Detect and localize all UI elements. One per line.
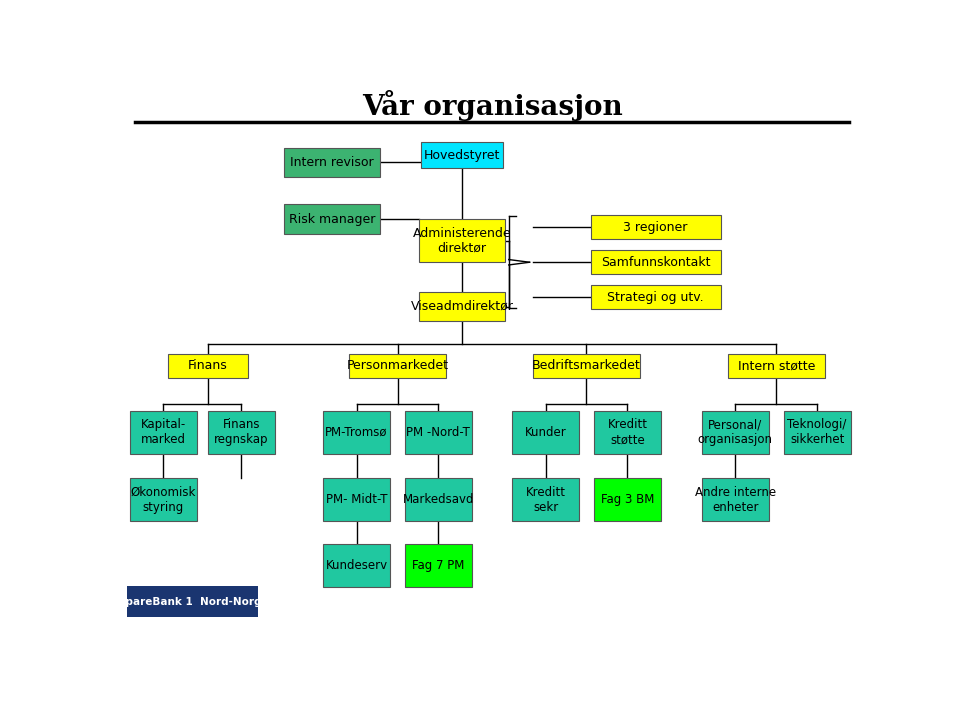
FancyBboxPatch shape xyxy=(324,544,390,587)
FancyBboxPatch shape xyxy=(594,411,660,454)
FancyBboxPatch shape xyxy=(324,478,390,522)
FancyBboxPatch shape xyxy=(324,411,390,454)
FancyBboxPatch shape xyxy=(702,411,769,454)
FancyBboxPatch shape xyxy=(421,142,503,168)
Text: Kundeserv: Kundeserv xyxy=(325,559,388,572)
Text: Markedsavd: Markedsavd xyxy=(402,494,474,506)
Text: Finans
regnskap: Finans regnskap xyxy=(214,418,269,447)
Text: PM-Tromsø: PM-Tromsø xyxy=(325,426,388,439)
Text: PM -Nord-T: PM -Nord-T xyxy=(406,426,470,439)
Text: Vår organisasjon: Vår organisasjon xyxy=(362,90,622,121)
Text: Kreditt
sekr: Kreditt sekr xyxy=(525,486,565,514)
Text: Andre interne
enheter: Andre interne enheter xyxy=(695,486,776,514)
Text: Intern støtte: Intern støtte xyxy=(737,360,815,372)
FancyBboxPatch shape xyxy=(168,354,248,378)
Text: Intern revisor: Intern revisor xyxy=(290,156,373,169)
Text: Administerende
direktør: Administerende direktør xyxy=(413,226,512,254)
FancyBboxPatch shape xyxy=(405,544,472,587)
FancyBboxPatch shape xyxy=(349,354,445,378)
FancyBboxPatch shape xyxy=(283,204,380,234)
Text: 3 regioner: 3 regioner xyxy=(623,221,688,233)
Text: Økonomisk
styring: Økonomisk styring xyxy=(131,486,196,514)
FancyBboxPatch shape xyxy=(590,215,721,239)
Text: PM- Midt-T: PM- Midt-T xyxy=(325,494,387,506)
FancyBboxPatch shape xyxy=(283,147,380,177)
FancyBboxPatch shape xyxy=(512,411,579,454)
FancyBboxPatch shape xyxy=(728,354,825,378)
Text: Samfunnskontakt: Samfunnskontakt xyxy=(601,256,710,268)
FancyBboxPatch shape xyxy=(590,250,721,274)
FancyBboxPatch shape xyxy=(783,411,851,454)
FancyBboxPatch shape xyxy=(534,354,639,378)
Text: Fag 7 PM: Fag 7 PM xyxy=(412,559,465,572)
FancyBboxPatch shape xyxy=(405,478,472,522)
Text: Bedriftsmarkedet: Bedriftsmarkedet xyxy=(532,360,641,372)
FancyBboxPatch shape xyxy=(207,411,275,454)
Text: Strategi og utv.: Strategi og utv. xyxy=(608,291,704,304)
Text: Finans: Finans xyxy=(188,360,228,372)
FancyBboxPatch shape xyxy=(702,478,769,522)
FancyBboxPatch shape xyxy=(512,478,579,522)
FancyBboxPatch shape xyxy=(594,478,660,522)
Text: Fag 3 BM: Fag 3 BM xyxy=(601,494,654,506)
FancyBboxPatch shape xyxy=(420,292,505,321)
Text: Risk manager: Risk manager xyxy=(289,212,375,226)
FancyBboxPatch shape xyxy=(130,411,197,454)
FancyBboxPatch shape xyxy=(590,285,721,309)
FancyBboxPatch shape xyxy=(128,586,257,618)
FancyBboxPatch shape xyxy=(130,478,197,522)
Text: Kunder: Kunder xyxy=(525,426,566,439)
Text: Kreditt
støtte: Kreditt støtte xyxy=(608,418,647,447)
Text: Viseadmdirektør: Viseadmdirektør xyxy=(411,300,514,313)
FancyBboxPatch shape xyxy=(420,219,505,262)
Text: Kapital-
marked: Kapital- marked xyxy=(140,418,186,447)
Text: Personal/
organisasjon: Personal/ organisasjon xyxy=(698,418,773,447)
Text: Personmarkedet: Personmarkedet xyxy=(347,360,448,372)
Text: Teknologi/
sikkerhet: Teknologi/ sikkerhet xyxy=(787,418,847,447)
FancyBboxPatch shape xyxy=(405,411,472,454)
Text: Hovedstyret: Hovedstyret xyxy=(424,149,500,162)
Text: SpareBank 1  Nord-Norge: SpareBank 1 Nord-Norge xyxy=(117,597,268,607)
